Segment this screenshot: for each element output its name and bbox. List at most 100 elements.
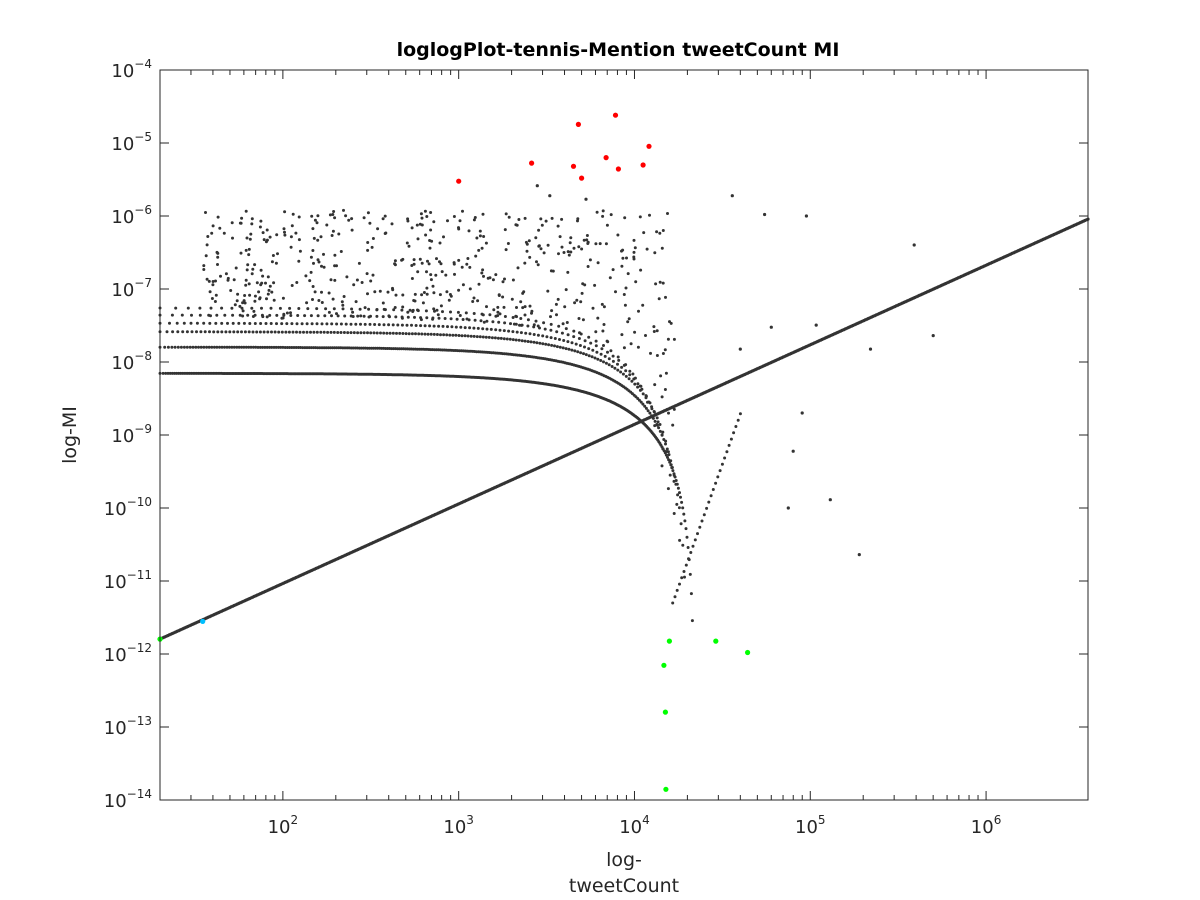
scatter-point <box>451 333 455 337</box>
scatter-point <box>477 282 481 286</box>
scatter-point <box>309 314 313 318</box>
scatter-point <box>791 449 795 453</box>
scatter-point <box>431 317 435 321</box>
scatter-point <box>309 346 313 350</box>
scatter-point <box>224 272 228 276</box>
scatter-point <box>786 506 790 510</box>
scatter-point <box>424 309 428 313</box>
scatter-point <box>465 262 469 266</box>
axis-ticks: 102 103 104 105 106 10−14 10−13 10−12 10−11 10−10… <box>104 57 1088 838</box>
scatter-point <box>459 325 463 329</box>
scatter-point <box>534 236 538 240</box>
scatter-point <box>653 383 657 387</box>
scatter-point <box>519 317 523 320</box>
scatter-point <box>532 333 536 336</box>
scatter-point <box>224 330 228 334</box>
scatter-point <box>491 320 495 324</box>
scatter-point <box>619 370 623 374</box>
scatter-point <box>362 314 366 318</box>
scatter-point <box>289 245 293 249</box>
scatter-point <box>651 416 655 420</box>
scatter-point <box>238 221 242 225</box>
scatter-point <box>435 333 439 336</box>
scatter-point <box>599 352 603 356</box>
scatter-point <box>284 330 288 334</box>
scatter-point <box>333 264 337 268</box>
scatter-point <box>648 401 652 405</box>
scatter-point <box>330 234 334 237</box>
scatter-point <box>543 327 547 331</box>
scatter-point <box>625 256 628 260</box>
scatter-point <box>339 250 343 253</box>
scatter-point <box>367 315 371 319</box>
scatter-point <box>568 241 572 245</box>
scatter-point <box>527 239 531 243</box>
scatter-point <box>658 231 662 235</box>
scatter-point <box>270 290 274 294</box>
scatter-point <box>505 337 509 341</box>
scatter-point <box>441 310 444 314</box>
scatter-point <box>202 268 206 271</box>
scatter-point <box>502 337 506 341</box>
scatter-point <box>249 345 253 349</box>
scatter-point <box>585 238 589 242</box>
scatter-point <box>591 348 595 352</box>
scatter-point <box>489 327 493 331</box>
scatter-point <box>400 308 404 312</box>
scatter-point <box>235 299 239 303</box>
scatter-point <box>473 318 477 322</box>
scatter-point <box>291 212 295 216</box>
scatter-point <box>212 330 216 334</box>
scatter-point <box>514 338 518 342</box>
scatter-point <box>472 334 476 338</box>
scatter-point <box>587 335 591 339</box>
scatter-point <box>281 296 285 300</box>
scatter-point <box>425 286 429 290</box>
scatter-point <box>498 312 502 316</box>
scatter-point <box>611 359 615 363</box>
scatter-point <box>446 325 449 329</box>
scatter-point <box>655 230 659 234</box>
scatter-point <box>596 261 600 265</box>
scatter-point <box>244 209 248 213</box>
scatter-point <box>673 595 677 599</box>
scatter-point <box>507 329 511 333</box>
scatter-point <box>614 290 617 294</box>
scatter-point <box>413 315 416 319</box>
scatter-point <box>622 346 626 350</box>
scatter-point <box>429 332 433 336</box>
scatter-point <box>604 242 608 246</box>
scatter-point <box>394 315 398 319</box>
scatter-point <box>630 379 634 383</box>
scatter-point <box>166 345 170 349</box>
scatter-point <box>211 280 215 283</box>
scatter-point <box>272 345 276 349</box>
scatter-point <box>675 588 679 592</box>
scatter-point <box>410 226 414 230</box>
scatter-point <box>517 338 521 342</box>
scatter-point <box>253 322 257 325</box>
scatter-point <box>447 298 451 302</box>
scatter-point <box>182 345 186 349</box>
scatter-point <box>516 266 520 270</box>
scatter-point <box>208 290 212 294</box>
scatter-point <box>245 236 249 240</box>
scatter-point <box>324 307 328 311</box>
scatter-point <box>290 322 294 326</box>
scatter-point <box>203 330 207 334</box>
scatter-point <box>467 229 471 233</box>
scatter-point <box>320 290 323 294</box>
scatter-point <box>220 306 224 310</box>
scatter-point <box>260 306 263 310</box>
scatter-point <box>550 216 554 220</box>
scatter-point <box>237 321 241 325</box>
scatter-point <box>469 334 473 338</box>
scatter-point <box>312 236 316 240</box>
scatter-point <box>463 334 467 338</box>
scatter-point <box>435 257 438 261</box>
scatter-point <box>242 299 246 303</box>
scatter-point <box>646 409 650 413</box>
scatter-point <box>381 315 385 319</box>
scatter-point <box>366 248 370 252</box>
